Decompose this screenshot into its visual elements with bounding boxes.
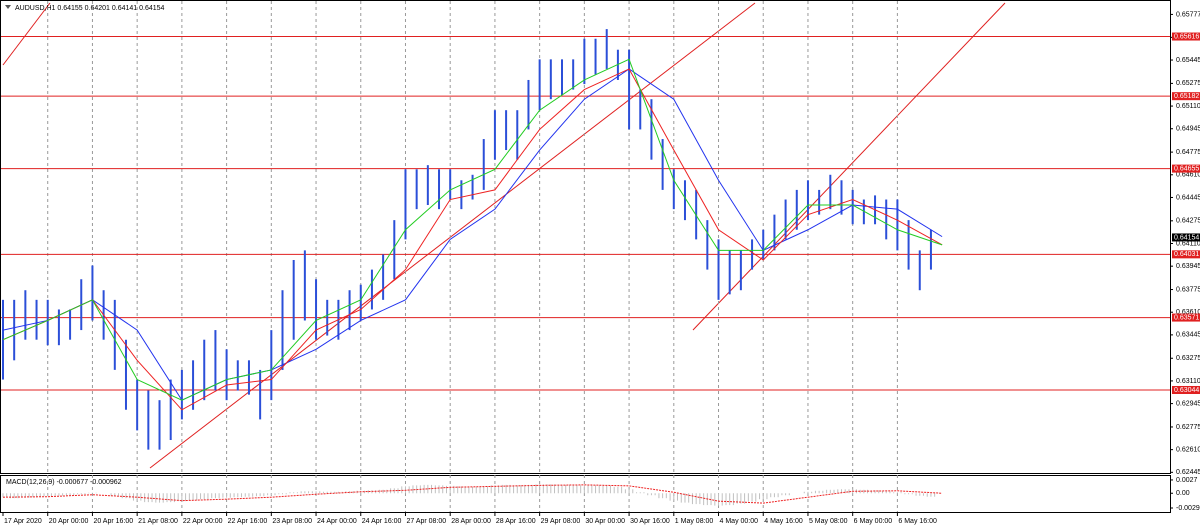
macd-frame (0, 475, 1171, 513)
moving-average (2, 58, 943, 401)
trendlines (2, 2, 1006, 469)
trendline (149, 2, 756, 469)
y-tick-label: 0.64275 (1176, 218, 1200, 225)
y-tick-label: 0.63445 (1176, 332, 1200, 339)
y-tick-label: 0.63275 (1176, 355, 1200, 362)
level-label: 0.65616 (1174, 33, 1199, 40)
y-tick-label: 0.62610 (1176, 446, 1200, 453)
x-tick-label: 30 Apr 00:00 (585, 518, 625, 525)
y-tick-label: 0.00 (1176, 490, 1190, 497)
level-label: 0.63571 (1174, 314, 1199, 321)
moving-average (2, 68, 943, 411)
trendline (2, 2, 51, 66)
x-tick-label: 4 May 00:00 (720, 518, 759, 525)
x-tick-label: 21 Apr 08:00 (138, 518, 178, 525)
y-tick-label: -0.00299 (1176, 505, 1200, 512)
level-label-box (1172, 92, 1200, 101)
current-price-box (1172, 233, 1200, 242)
y-tick-label: 0.64610 (1176, 172, 1200, 179)
macd-signal (2, 484, 943, 504)
level-label: 0.63044 (1174, 387, 1199, 394)
chart-title: AUDUSD,H1 0.64155 0.64201 0.64141 0.6415… (15, 5, 165, 12)
x-tick-label: 5 May 08:00 (809, 518, 848, 525)
x-tick-label: 20 Apr 00:00 (49, 518, 89, 525)
x-tick-label: 22 Apr 16:00 (228, 518, 268, 525)
level-label: 0.65182 (1174, 93, 1199, 100)
y-tick-label: 0.65110 (1176, 103, 1200, 110)
x-tick-label: 6 May 00:00 (854, 518, 893, 525)
x-tick-label: 28 Apr 00:00 (451, 518, 491, 525)
level-label-box (1172, 250, 1200, 259)
x-tick-label: 24 Apr 00:00 (317, 518, 357, 525)
y-tick-label: 0.63610 (1176, 309, 1200, 316)
level-label-box (1172, 385, 1200, 394)
x-tick-label: 27 Apr 08:00 (406, 518, 446, 525)
y-tick-label: 0.62445 (1176, 469, 1200, 476)
y-tick-label: 0.65777 (1176, 11, 1200, 18)
main-frame (0, 0, 1171, 474)
x-tick-label: 24 Apr 16:00 (362, 518, 402, 525)
x-tick-label: 28 Apr 16:00 (496, 518, 536, 525)
y-tick-label: 0.64945 (1176, 126, 1200, 133)
x-tick-label: 1 May 08:00 (675, 518, 714, 525)
y-tick-label: 0.62775 (1176, 424, 1200, 431)
level-label-box (1172, 32, 1200, 41)
moving-average (2, 68, 943, 401)
y-tick-label: 0.63775 (1176, 286, 1200, 293)
current-price-label: 0.64154 (1174, 234, 1199, 241)
x-tick-label: 23 Apr 08:00 (272, 518, 312, 525)
x-tick-label: 6 May 16:00 (898, 518, 937, 525)
y-tick-label: 0.64775 (1176, 149, 1200, 156)
menu-arrow[interactable] (5, 5, 11, 9)
y-tick-label: 0.62945 (1176, 400, 1200, 407)
y-tick-label: 0.0027 (1176, 477, 1198, 484)
y-tick-label: 0.65275 (1176, 80, 1200, 87)
level-label: 0.64655 (1174, 165, 1199, 172)
y-tick-label: 0.64110 (1176, 240, 1200, 247)
trendline (692, 2, 1006, 331)
x-tick-label: 17 Apr 2020 (4, 518, 42, 525)
level-label-box (1172, 164, 1200, 173)
macd-title: MACD(12,26,9) -0.000677 -0.000962 (6, 479, 122, 486)
y-tick-label: 0.64445 (1176, 194, 1200, 201)
y-tick-label: 0.63945 (1176, 263, 1200, 270)
x-tick-label: 20 Apr 16:00 (93, 518, 133, 525)
x-tick-label: 30 Apr 16:00 (630, 518, 670, 525)
x-tick-label: 22 Apr 00:00 (183, 518, 223, 525)
level-label-box (1172, 313, 1200, 322)
level-label: 0.64031 (1174, 251, 1199, 258)
x-tick-label: 4 May 16:00 (764, 518, 803, 525)
y-tick-label: 0.65445 (1176, 57, 1200, 64)
x-tick-label: 29 Apr 08:00 (541, 518, 581, 525)
y-tick-label: 0.63110 (1176, 378, 1200, 385)
